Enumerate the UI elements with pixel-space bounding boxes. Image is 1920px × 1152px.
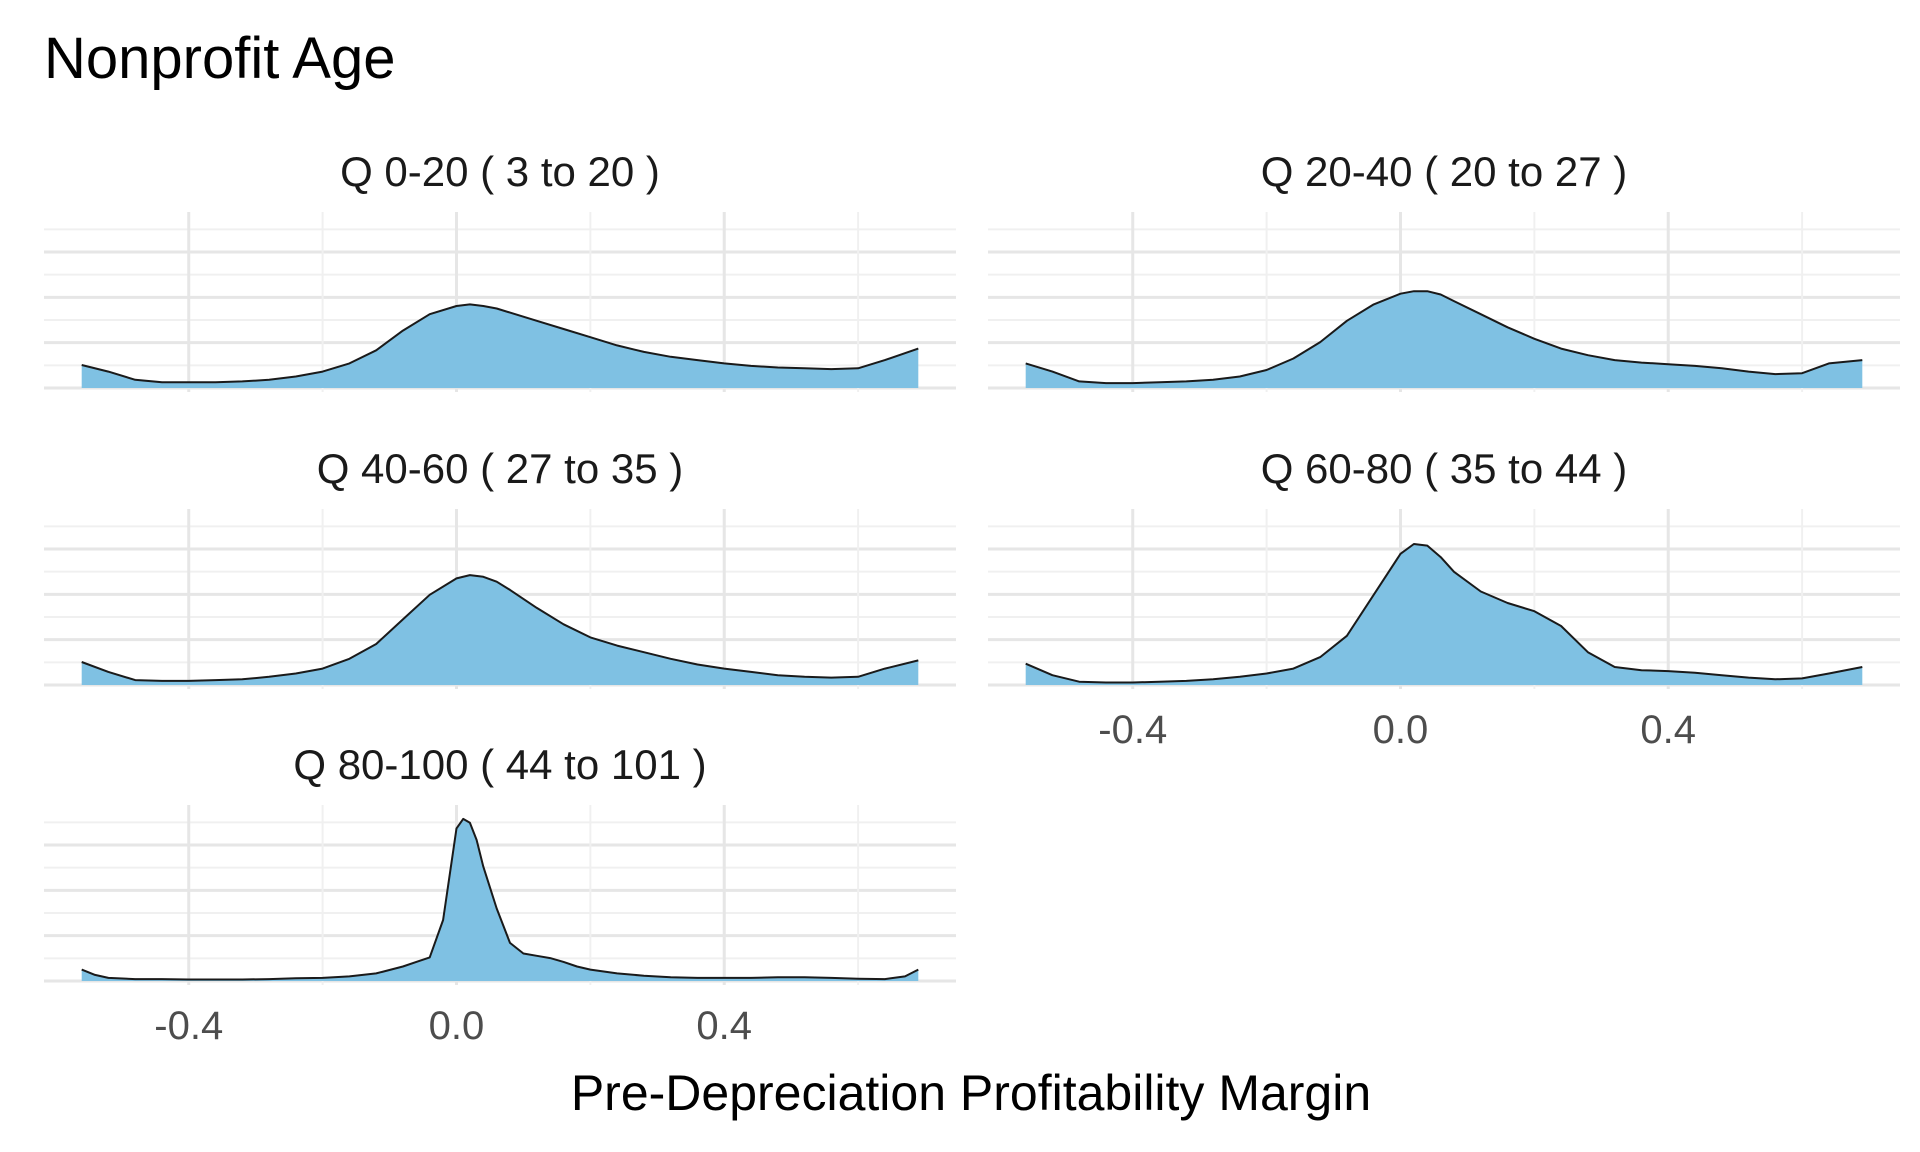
density-line — [1025, 290, 1863, 385]
facet-strip-label: Q 40-60 ( 27 to 35 ) — [317, 445, 684, 492]
x-tick-label: 0.0 — [1373, 708, 1429, 752]
x-tick-label: -0.4 — [1098, 708, 1167, 752]
density-line — [81, 303, 919, 384]
chart-title: Nonprofit Age — [44, 26, 395, 91]
facet-strip-label: Q 80-100 ( 44 to 101 ) — [293, 741, 706, 788]
density-area — [81, 304, 919, 388]
x-tick-label: 0.0 — [429, 1004, 485, 1048]
x-tick-label: -0.4 — [154, 1004, 223, 1048]
density-line — [81, 574, 919, 682]
facet-strip-label: Q 0-20 ( 3 to 20 ) — [340, 148, 660, 195]
density-line — [1025, 543, 1863, 684]
facet-panel: Q 60-80 ( 35 to 44 ) -0.4 0.0 0.4 — [988, 445, 1900, 752]
density-line — [81, 817, 919, 981]
density-area — [1025, 544, 1863, 685]
density-area — [1025, 291, 1863, 388]
panels-layer: Q 0-20 ( 3 to 20 ) Q 20-40 ( 20 to 27 ) Q … — [44, 148, 1900, 1048]
density-area — [81, 575, 919, 685]
facet-strip-label: Q 60-80 ( 35 to 44 ) — [1261, 445, 1628, 492]
x-tick-label: 0.4 — [696, 1004, 752, 1048]
x-tick-label: 0.4 — [1640, 708, 1696, 752]
facet-panel: Q 20-40 ( 20 to 27 ) — [988, 148, 1900, 392]
x-axis-label: Pre-Depreciation Profitability Margin — [571, 1065, 1371, 1121]
density-area — [81, 818, 919, 981]
facet-panel: Q 40-60 ( 27 to 35 ) — [44, 445, 956, 689]
facet-panel: Q 80-100 ( 44 to 101 ) -0.4 0.0 0.4 — [44, 741, 956, 1048]
facet-panel: Q 0-20 ( 3 to 20 ) — [44, 148, 956, 392]
facet-strip-label: Q 20-40 ( 20 to 27 ) — [1261, 148, 1628, 195]
